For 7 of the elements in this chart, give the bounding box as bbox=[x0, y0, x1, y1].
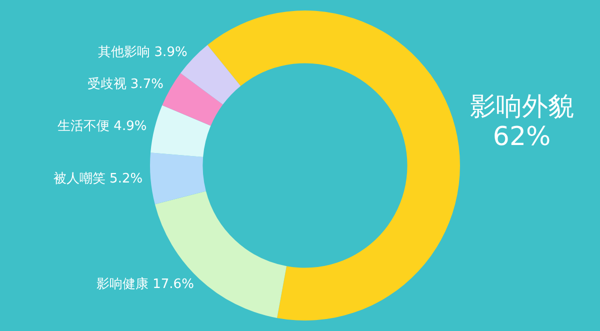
slice-label: 影响外貌 bbox=[470, 92, 574, 122]
slice-label: 被人嘲笑 5.2% bbox=[53, 172, 143, 187]
slice-label: 影响健康 17.6% bbox=[96, 277, 194, 292]
slice-label: 受歧视 3.7% bbox=[87, 77, 164, 92]
slice-label: 其他影响 3.9% bbox=[98, 45, 188, 60]
slice-label: 生活不便 4.9% bbox=[58, 118, 147, 134]
data-label: 62% bbox=[492, 122, 551, 152]
